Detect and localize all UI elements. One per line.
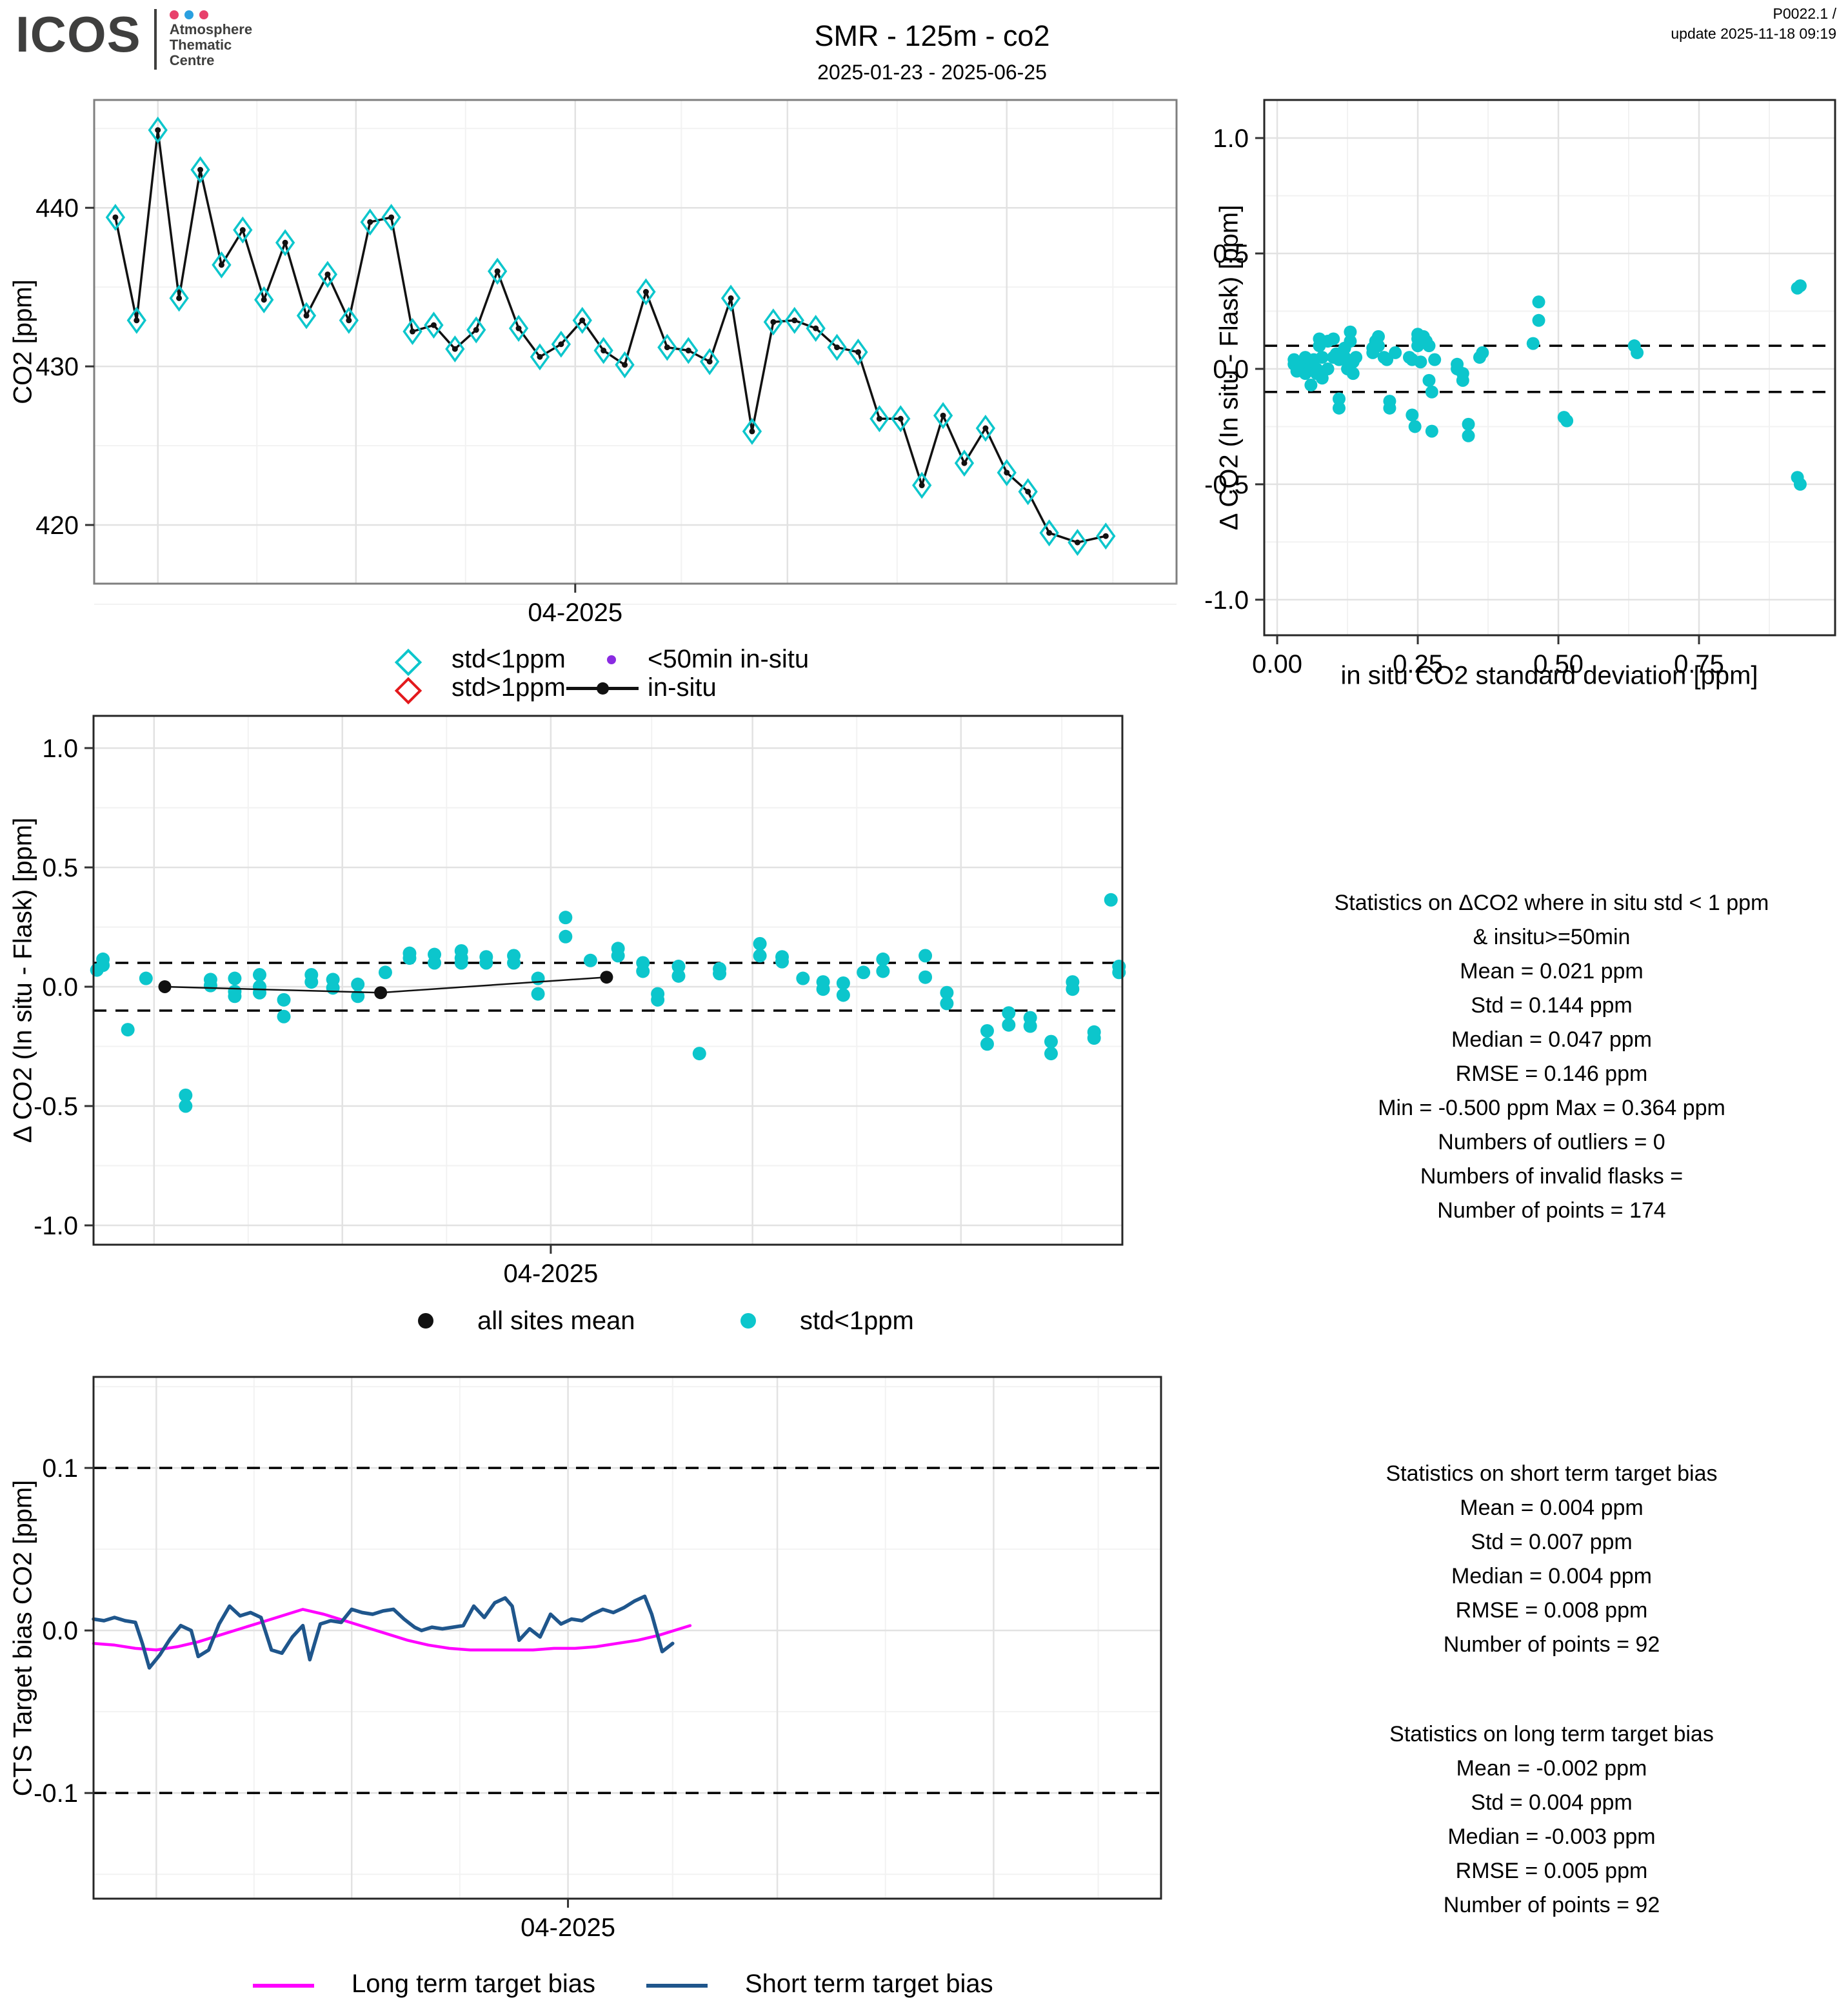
stats-line: RMSE = 0.008 ppm: [1455, 1598, 1648, 1623]
lt50min-dot-icon: [607, 655, 616, 664]
stats-line: Numbers of invalid flasks =: [1420, 1164, 1684, 1189]
svg-text:440: 440: [35, 194, 79, 222]
svg-text:1.0: 1.0: [42, 735, 78, 763]
stats-line: & insitu>=50min: [1473, 925, 1631, 949]
logo-sub-line2: Thematic: [169, 37, 232, 53]
scatter-y-axis-title: Δ CO2 (In situ - Flask) [ppm]: [1215, 204, 1244, 531]
svg-text:04-2025: 04-2025: [521, 1913, 615, 1942]
stats-short-term-bias: Statistics on short term target bias Mean…: [1266, 1457, 1837, 1662]
icos-logo-word: ICOS: [15, 6, 141, 63]
scatter-x-axis-title: in situ CO2 standard deviation [ppm]: [1340, 661, 1758, 690]
stats-long-term-bias: Statistics on long term target bias Mean …: [1266, 1717, 1837, 1923]
svg-text:0.5: 0.5: [42, 854, 78, 882]
bias-y-axis-title: CTS Target bias CO2 [ppm]: [8, 1479, 37, 1797]
legend-label-long-term: Long term target bias: [352, 1970, 595, 1998]
stats-line: Median = -0.003 ppm: [1447, 1824, 1656, 1849]
svg-text:0.0: 0.0: [42, 973, 78, 1002]
stats-line: Statistics on ΔCO2 where in situ std < 1…: [1334, 891, 1769, 915]
svg-text:0.50: 0.50: [1533, 650, 1584, 678]
stats-line: Number of points = 92: [1443, 1632, 1660, 1657]
report-update-timestamp: update 2025-11-18 09:19: [1671, 25, 1836, 42]
legend-label-insitu: in-situ: [648, 673, 717, 702]
legend-label-std-gt-1ppm: std>1ppm: [452, 673, 566, 702]
long-term-bias-line-icon: [253, 1984, 314, 1988]
logo-dot-1: [169, 10, 179, 19]
stats-line: Std = 0.007 ppm: [1471, 1530, 1633, 1554]
legend-label-short-term: Short term target bias: [745, 1970, 993, 1998]
svg-text:04-2025: 04-2025: [528, 598, 622, 627]
svg-text:0.1: 0.1: [42, 1454, 78, 1483]
svg-text:-0.1: -0.1: [34, 1779, 78, 1808]
logo-dot-3: [199, 10, 208, 19]
stats-line: Number of points = 92: [1443, 1893, 1660, 1917]
stats-line: Std = 0.004 ppm: [1471, 1790, 1633, 1815]
svg-text:420: 420: [35, 511, 79, 540]
stats-line: Statistics on long term target bias: [1389, 1722, 1714, 1746]
legend-label-lt50min-insitu: <50min in-situ: [648, 645, 810, 673]
stats-delta-co2: Statistics on ΔCO2 where in situ std < 1…: [1266, 886, 1837, 1228]
svg-text:0.25: 0.25: [1393, 650, 1443, 678]
logo-sub-line3: Centre: [169, 52, 215, 68]
svg-text:0.5: 0.5: [1213, 240, 1249, 268]
stats-line: RMSE = 0.005 ppm: [1455, 1859, 1648, 1883]
stats-line: Mean = 0.004 ppm: [1460, 1496, 1644, 1520]
svg-text:0.75: 0.75: [1674, 650, 1724, 678]
stats-line: Numbers of outliers = 0: [1438, 1130, 1665, 1154]
svg-text:430: 430: [35, 353, 79, 381]
insitu-dot-icon: [597, 682, 609, 695]
legend-label-std-lt-1ppm-2: std<1ppm: [800, 1307, 914, 1335]
icos-logo: ICOS Atmosphere Thematic Centre: [15, 6, 252, 70]
logo-dot-2: [184, 10, 194, 19]
icos-logo-divider: [154, 9, 157, 70]
page-subtitle: 2025-01-23 - 2025-06-25: [817, 61, 1047, 84]
stats-line: Statistics on short term target bias: [1386, 1461, 1718, 1486]
page-title: SMR - 125m - co2: [814, 19, 1050, 52]
svg-text:-0.5: -0.5: [34, 1092, 78, 1121]
legend-label-all-sites-mean: all sites mean: [477, 1307, 635, 1335]
icos-logo-dots-icon: [169, 10, 252, 19]
stats-line: Mean = 0.021 ppm: [1460, 959, 1644, 984]
svg-text:0.00: 0.00: [1252, 650, 1302, 678]
svg-text:-0.5: -0.5: [1204, 471, 1249, 499]
stats-line: Median = 0.047 ppm: [1451, 1027, 1652, 1052]
stats-line: Std = 0.144 ppm: [1471, 993, 1633, 1018]
stats-line: Median = 0.004 ppm: [1451, 1564, 1652, 1588]
std-lt-1ppm-dot-icon: [740, 1313, 756, 1329]
report-meta: P0022.1 / update 2025-11-18 09:19: [1671, 4, 1836, 44]
svg-text:-1.0: -1.0: [34, 1212, 78, 1240]
stats-line: Min = -0.500 ppm Max = 0.364 ppm: [1378, 1096, 1725, 1120]
svg-text:0.0: 0.0: [42, 1617, 78, 1645]
svg-text:04-2025: 04-2025: [503, 1260, 598, 1288]
delta-y-axis-title: Δ CO2 (In situ - Flask) [ppm]: [8, 817, 37, 1143]
svg-text:0.0: 0.0: [1213, 355, 1249, 384]
legend-label-std-lt-1ppm: std<1ppm: [452, 645, 566, 673]
stats-line: RMSE = 0.146 ppm: [1455, 1062, 1648, 1086]
short-term-bias-line-icon: [646, 1984, 708, 1988]
co2-y-axis-title: CO2 [ppm]: [8, 279, 37, 404]
report-code: P0022.1 /: [1773, 5, 1836, 22]
logo-sub-line1: Atmosphere: [169, 21, 253, 37]
svg-text:1.0: 1.0: [1213, 124, 1249, 153]
stats-line: Number of points = 174: [1437, 1198, 1666, 1223]
stats-line: Mean = -0.002 ppm: [1456, 1756, 1647, 1781]
all-sites-mean-dot-icon: [418, 1313, 433, 1329]
svg-text:-1.0: -1.0: [1204, 586, 1249, 615]
